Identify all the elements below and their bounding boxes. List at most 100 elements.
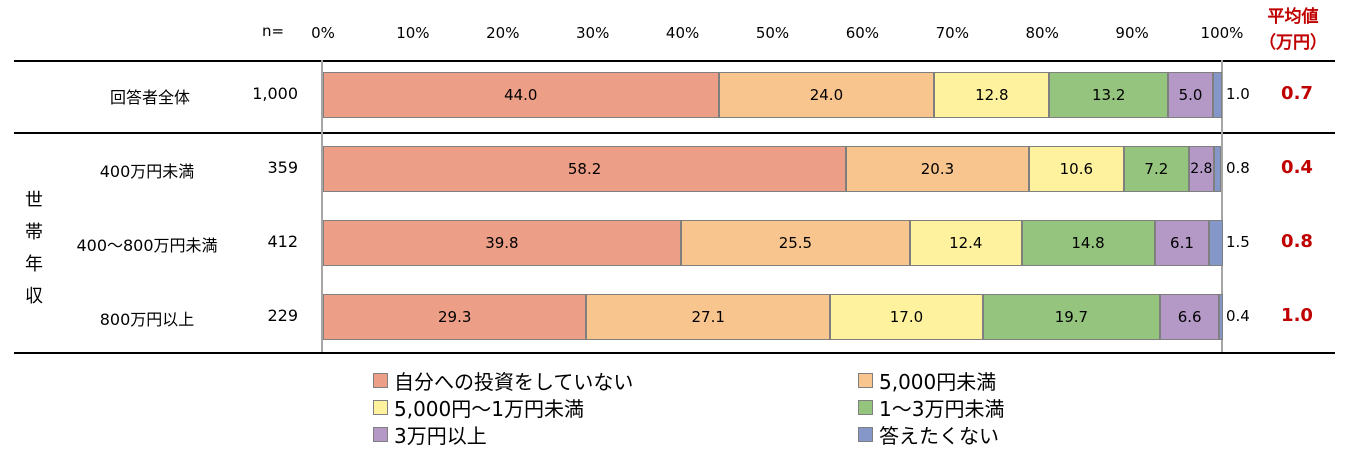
bar-segment: 29.3 — [323, 294, 587, 340]
bar-value-label: 7.2 — [1144, 160, 1169, 178]
x-tick-label: 100% — [1200, 24, 1244, 42]
bar-value-label: 10.6 — [1059, 160, 1094, 178]
bar-value-label: 14.8 — [1071, 234, 1105, 252]
average-header: 平均値 （万円） — [1254, 4, 1332, 56]
x-tick-label: 60% — [845, 24, 880, 42]
legend-swatch — [373, 427, 388, 442]
x-tick-label: 10% — [396, 24, 430, 42]
bar-value-label: 25.5 — [778, 234, 813, 252]
group-label: 世帯年収 — [22, 185, 46, 313]
row-label: 800万円以上 — [99, 310, 195, 329]
bar-value-label: 24.0 — [809, 86, 844, 104]
bar-segment: 44.0 — [323, 72, 719, 118]
x-tick-label: 40% — [665, 24, 700, 42]
bar-value-label: 19.7 — [1054, 308, 1089, 326]
row-label: 400万円未満 — [99, 162, 195, 181]
bar-segment: 12.4 — [910, 220, 1022, 266]
group-label-char: 帯 — [25, 222, 43, 243]
row-n: 412 — [267, 232, 298, 251]
x-tick-label: 70% — [935, 24, 969, 42]
x-tick-label: 0% — [311, 24, 335, 42]
bar-value-label: 1.0 — [1226, 85, 1250, 103]
row-n: 229 — [267, 306, 298, 325]
average-header-line: 平均値 — [1267, 7, 1319, 27]
bar-segment: 24.0 — [718, 72, 935, 118]
bar-value-label: 17.0 — [889, 308, 924, 326]
bar-segment: 7.2 — [1124, 146, 1189, 192]
bar-value-label: 0.8 — [1226, 159, 1250, 177]
bar-segment: 19.7 — [982, 294, 1160, 340]
bar-value-label: 1.5 — [1226, 233, 1250, 251]
bar-value-label: 39.8 — [485, 234, 519, 252]
row-label: 400～800万円未満 — [76, 236, 218, 255]
bar-value-label: 6.6 — [1177, 308, 1202, 326]
divider-line — [14, 352, 1335, 354]
row-average: 0.7 — [1281, 83, 1313, 104]
bar-segment: 12.8 — [934, 72, 1050, 118]
bar-segment: 6.6 — [1159, 294, 1220, 340]
x-tick-label: 90% — [1115, 24, 1149, 42]
legend-swatch — [858, 400, 873, 415]
row-n: 1,000 — [252, 84, 298, 103]
bar-segment — [1209, 220, 1223, 266]
bar-value-label: 12.8 — [975, 86, 1009, 104]
legend-swatch — [858, 427, 873, 442]
legend-swatch — [858, 373, 873, 388]
bar-value-label: 27.1 — [691, 308, 725, 326]
bar-value-label: 13.2 — [1092, 86, 1126, 104]
legend-swatch — [373, 373, 388, 388]
legend-item: 1～3万円未満 — [858, 393, 1004, 422]
group-label-char: 世 — [25, 190, 43, 211]
bar-segment: 14.8 — [1021, 220, 1155, 266]
bar-segment: 20.3 — [846, 146, 1029, 192]
legend-label: 5,000円未満 — [879, 370, 997, 394]
group-label-char: 年 — [25, 254, 43, 275]
x-tick-label: 30% — [576, 24, 610, 42]
row-average: 0.8 — [1281, 231, 1313, 252]
bar-value-label: 0.4 — [1226, 307, 1250, 325]
bar-segment — [1213, 72, 1222, 118]
row-average: 1.0 — [1281, 305, 1313, 326]
bar-value-label: 6.1 — [1170, 234, 1194, 252]
bar-segment: 17.0 — [830, 294, 983, 340]
x-tick-label: 80% — [1025, 24, 1059, 42]
row-n: 359 — [267, 158, 298, 177]
plot-frame — [321, 60, 1223, 352]
bar-segment: 39.8 — [323, 220, 681, 266]
bar-value-label: 29.3 — [438, 308, 472, 326]
legend-label: 3万円以上 — [394, 424, 487, 448]
bar-segment: 6.1 — [1154, 220, 1210, 266]
bar-segment: 13.2 — [1049, 72, 1169, 118]
group-label-char: 収 — [25, 286, 43, 307]
legend-item: 自分への投資をしていない — [373, 366, 633, 395]
bar-value-label: 44.0 — [504, 86, 538, 104]
legend-swatch — [373, 400, 388, 415]
bar-value-label: 20.3 — [920, 160, 955, 178]
legend-label: 答えたくない — [879, 424, 999, 448]
legend-item: 5,000円未満 — [858, 366, 996, 395]
bar-segment: 5.0 — [1168, 72, 1213, 118]
bar-segment: 25.5 — [680, 220, 911, 266]
bar-value-label: 12.4 — [949, 234, 983, 252]
legend-label: 1～3万円未満 — [879, 397, 1005, 421]
divider-line — [14, 60, 1335, 62]
legend-item: 5,000円～1万円未満 — [373, 393, 584, 422]
bar-segment: 2.8 — [1188, 146, 1214, 192]
legend-label: 自分への投資をしていない — [394, 370, 634, 394]
divider-line — [14, 132, 1335, 134]
legend-item: 答えたくない — [858, 420, 999, 449]
x-tick-label: 20% — [486, 24, 520, 42]
legend-item: 3万円以上 — [373, 420, 487, 449]
n-header: n= — [262, 22, 285, 40]
average-header-line: （万円） — [1259, 33, 1327, 53]
bar-segment: 27.1 — [586, 294, 831, 340]
bar-segment — [1213, 146, 1222, 192]
legend-label: 5,000円～1万円未満 — [394, 397, 584, 421]
bar-segment: 10.6 — [1028, 146, 1124, 192]
x-tick-label: 50% — [755, 24, 790, 42]
bar-segment — [1219, 294, 1223, 340]
row-label: 回答者全体 — [109, 88, 190, 107]
bar-value-label: 2.8 — [1190, 161, 1213, 177]
bar-value-label: 5.0 — [1178, 86, 1203, 104]
bar-segment: 58.2 — [323, 146, 847, 192]
